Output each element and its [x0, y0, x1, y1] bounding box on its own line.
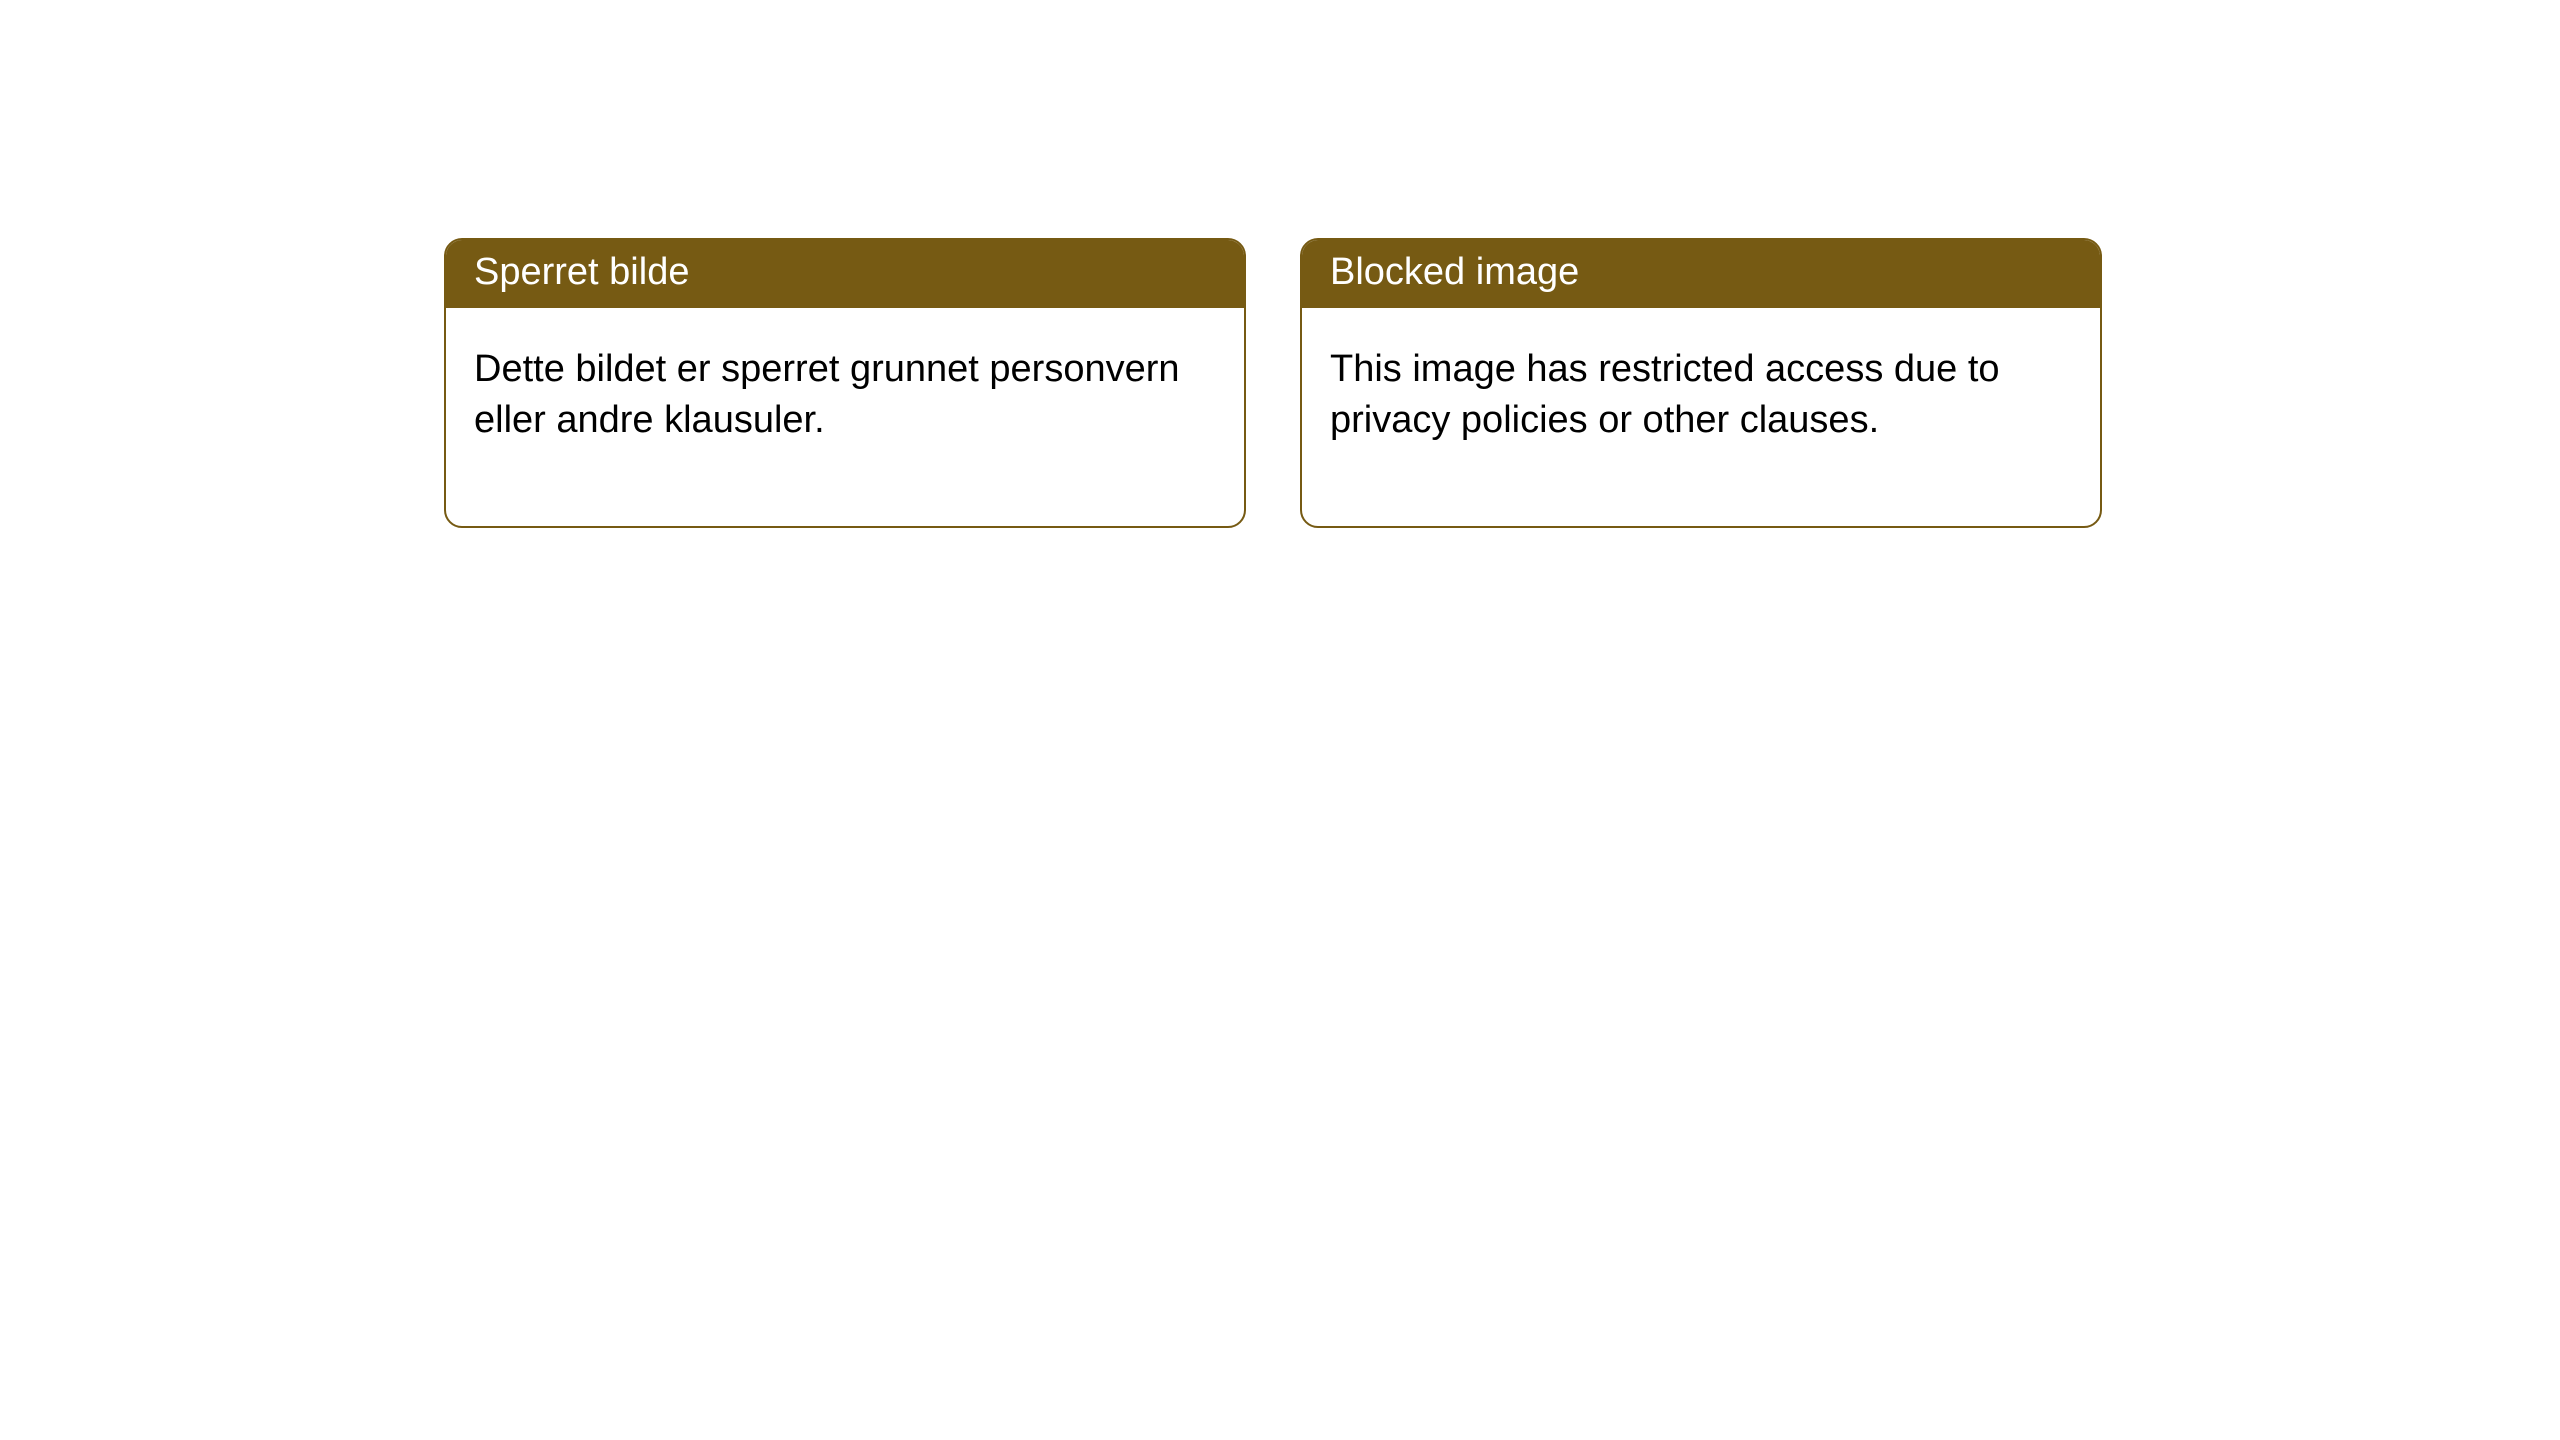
notice-container: Sperret bilde Dette bildet er sperret gr…	[0, 0, 2560, 528]
notice-card-no: Sperret bilde Dette bildet er sperret gr…	[444, 238, 1246, 528]
notice-card-body: Dette bildet er sperret grunnet personve…	[446, 308, 1244, 527]
notice-card-title: Blocked image	[1302, 240, 2100, 308]
notice-card-title: Sperret bilde	[446, 240, 1244, 308]
notice-card-body: This image has restricted access due to …	[1302, 308, 2100, 527]
notice-card-en: Blocked image This image has restricted …	[1300, 238, 2102, 528]
